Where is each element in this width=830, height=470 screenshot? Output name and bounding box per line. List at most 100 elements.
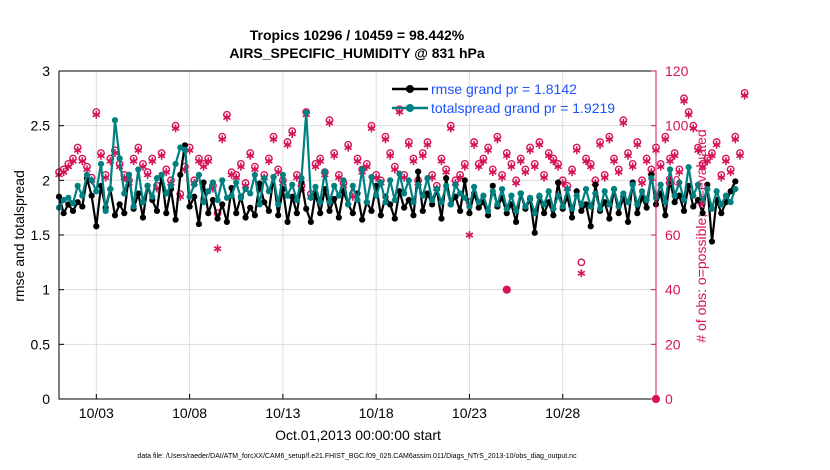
rmse-point	[331, 195, 338, 203]
legend-spread-label: totalspread grand pr = 1.9219	[431, 100, 615, 116]
series-layer	[55, 88, 749, 404]
totalspread-point	[153, 175, 161, 182]
obs-evaluated-point	[526, 146, 534, 155]
obs-evaluated-point	[568, 168, 576, 177]
asterisk-stroke	[694, 147, 702, 153]
rmse-point	[209, 196, 217, 204]
totalspread-point	[601, 188, 608, 195]
totalspread-point	[713, 188, 720, 195]
totalspread-point	[690, 192, 697, 199]
rmse-point	[163, 210, 170, 217]
rmse-point	[368, 207, 375, 215]
legend-spread-marker	[406, 104, 414, 112]
asterisk-stroke	[731, 136, 740, 143]
obs-evaluated-point	[717, 173, 726, 182]
totalspread-point	[279, 171, 286, 178]
rmse-point	[74, 199, 81, 206]
totalspread-point	[373, 192, 380, 199]
totalspread-point	[74, 182, 81, 189]
obs-evaluated-point	[470, 140, 478, 149]
rmse-point	[424, 190, 431, 197]
asterisk-stroke	[684, 112, 693, 118]
asterisk-stroke	[549, 158, 558, 164]
totalspread-point	[550, 205, 557, 212]
asterisk-stroke	[516, 158, 525, 164]
asterisk-stroke	[661, 136, 670, 143]
totalspread-point	[242, 185, 249, 193]
rmse-point	[69, 207, 77, 215]
totalspread-point	[410, 199, 417, 206]
totalspread-point	[65, 194, 72, 201]
y-right-tick-label: 40	[665, 282, 681, 298]
totalspread-point	[475, 199, 482, 206]
obs-evaluated-point	[577, 269, 586, 278]
asterisk-stroke	[83, 166, 91, 173]
totalspread-point	[387, 177, 394, 184]
rmse-point	[387, 201, 394, 208]
rmse-point	[116, 201, 123, 208]
totalspread-point	[606, 201, 613, 208]
totalspread-point	[167, 182, 175, 189]
totalspread-point	[634, 201, 641, 208]
rmse-point	[349, 210, 356, 217]
y-right-tick-label: 80	[665, 172, 681, 188]
asterisk-stroke	[269, 136, 278, 143]
asterisk-stroke	[638, 180, 646, 186]
totalspread-point	[135, 166, 142, 173]
obs-evaluated-point	[442, 168, 451, 177]
asterisk-stroke	[134, 147, 143, 153]
y-left-tick-label: 2	[42, 172, 50, 188]
asterisk-stroke	[143, 172, 152, 178]
totalspread-point	[83, 171, 91, 178]
x-tick-label: 10/23	[452, 405, 487, 421]
totalspread-point	[121, 190, 128, 197]
obs-evaluated-point	[218, 135, 227, 144]
asterisk-stroke	[479, 158, 488, 164]
totalspread-point	[191, 181, 198, 188]
rmse-point	[503, 210, 510, 217]
totalspread-point	[354, 196, 361, 204]
rmse-point	[135, 190, 142, 197]
totalspread-point	[722, 192, 730, 199]
rmse-point	[540, 210, 548, 217]
asterisk-stroke	[577, 270, 586, 276]
obs-evaluated-point	[386, 151, 395, 160]
rmse-point	[466, 210, 473, 217]
totalspread-point	[340, 177, 347, 184]
totalspread-point	[237, 194, 244, 201]
rmse-point	[690, 203, 697, 210]
rmse-point	[405, 196, 412, 204]
asterisk-stroke	[418, 153, 427, 159]
asterisk-stroke	[470, 142, 478, 148]
totalspread-point	[517, 190, 524, 197]
y-axis-label-right: # of obs: o=possible; ∗=evaluated	[693, 129, 709, 342]
asterisk-stroke	[582, 158, 590, 164]
rmse-point	[662, 212, 669, 219]
y-right-tick-label: 100	[665, 118, 689, 134]
asterisk-stroke	[698, 163, 707, 170]
asterisk-stroke	[325, 120, 334, 126]
obs-evaluated-point	[549, 157, 558, 166]
obs-evaluated-point	[157, 151, 166, 160]
rmse-point	[261, 199, 268, 206]
asterisk-stroke	[530, 163, 539, 170]
rmse-point	[200, 179, 207, 186]
y-axis-label-left: rmse and totalspread	[11, 170, 27, 302]
rmse-point	[694, 196, 702, 204]
totalspread-point	[163, 190, 170, 197]
rmse-point	[335, 214, 342, 221]
rmse-point	[438, 215, 445, 222]
totalspread-point	[284, 192, 291, 199]
rmse-point	[317, 210, 324, 217]
rmse-point	[195, 220, 203, 228]
x-tick-label: 10/28	[545, 405, 580, 421]
obs-evaluated-point	[680, 97, 688, 106]
y-left-tick-label: 0.5	[31, 336, 51, 352]
totalspread-point	[568, 205, 576, 212]
totalspread-point	[298, 175, 305, 182]
data-file-footnote: data file: /Users/raeder/DAI/ATM_forcXX/…	[137, 453, 577, 460]
totalspread-point	[317, 199, 324, 206]
asterisk-stroke	[92, 112, 101, 118]
totalspread-point	[331, 182, 338, 189]
